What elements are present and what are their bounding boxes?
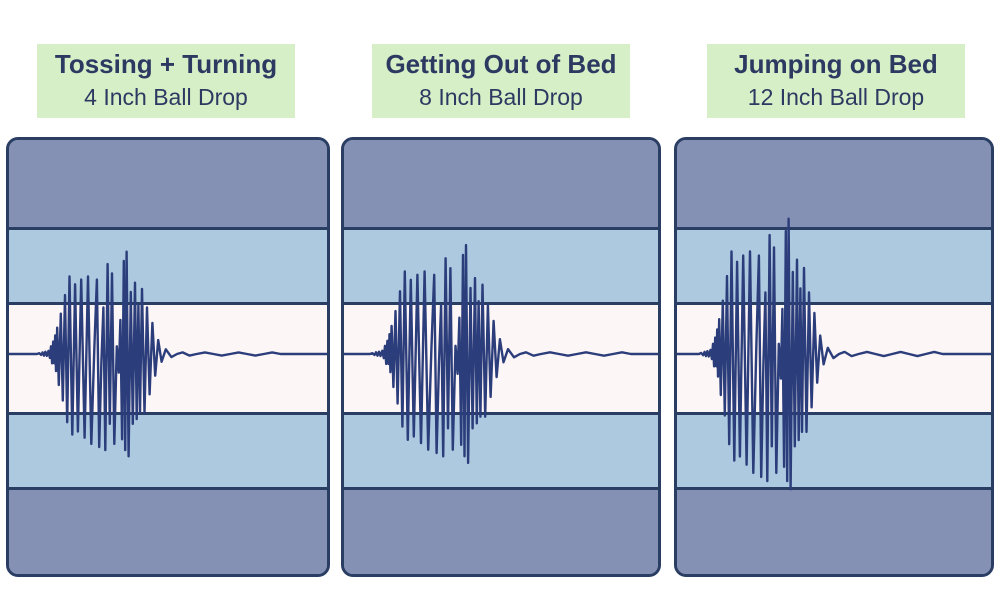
panel-subtitle: 8 Inch Ball Drop: [419, 84, 583, 110]
middle-layer-top: [9, 230, 327, 305]
middle-layer-top: [677, 230, 991, 305]
outer-layer-bottom: [344, 490, 658, 574]
panel-title: Tossing + Turning: [54, 49, 278, 79]
panel-subtitle: 4 Inch Ball Drop: [84, 84, 248, 110]
panel-label-jumping: Jumping on Bed 12 Inch Ball Drop: [707, 44, 965, 118]
wave-svg-getting-out: [344, 243, 658, 465]
mattress-panel-tossing: [6, 137, 330, 577]
outer-layer-bottom: [9, 490, 327, 574]
outer-layer-top: [677, 140, 991, 230]
mattress-panel-getting-out: [341, 137, 661, 577]
mattress-panel-jumping: [674, 137, 994, 577]
outer-layer-top: [344, 140, 658, 230]
motion-wave-line: [677, 217, 991, 491]
wave-svg-tossing: [9, 250, 327, 458]
motion-wave-line: [344, 243, 658, 465]
panel-title: Jumping on Bed: [734, 49, 938, 79]
wave-svg-jumping: [677, 217, 991, 491]
middle-layer-bottom: [9, 415, 327, 490]
panel-label-getting-out: Getting Out of Bed 8 Inch Ball Drop: [372, 44, 630, 118]
panel-title: Getting Out of Bed: [385, 49, 617, 79]
middle-layer-bottom: [344, 415, 658, 490]
outer-layer-bottom: [677, 490, 991, 574]
panel-label-tossing: Tossing + Turning 4 Inch Ball Drop: [37, 44, 295, 118]
motion-wave-line: [9, 250, 327, 458]
outer-layer-top: [9, 140, 327, 230]
panel-subtitle: 12 Inch Ball Drop: [747, 84, 925, 110]
middle-layer-top: [344, 230, 658, 305]
